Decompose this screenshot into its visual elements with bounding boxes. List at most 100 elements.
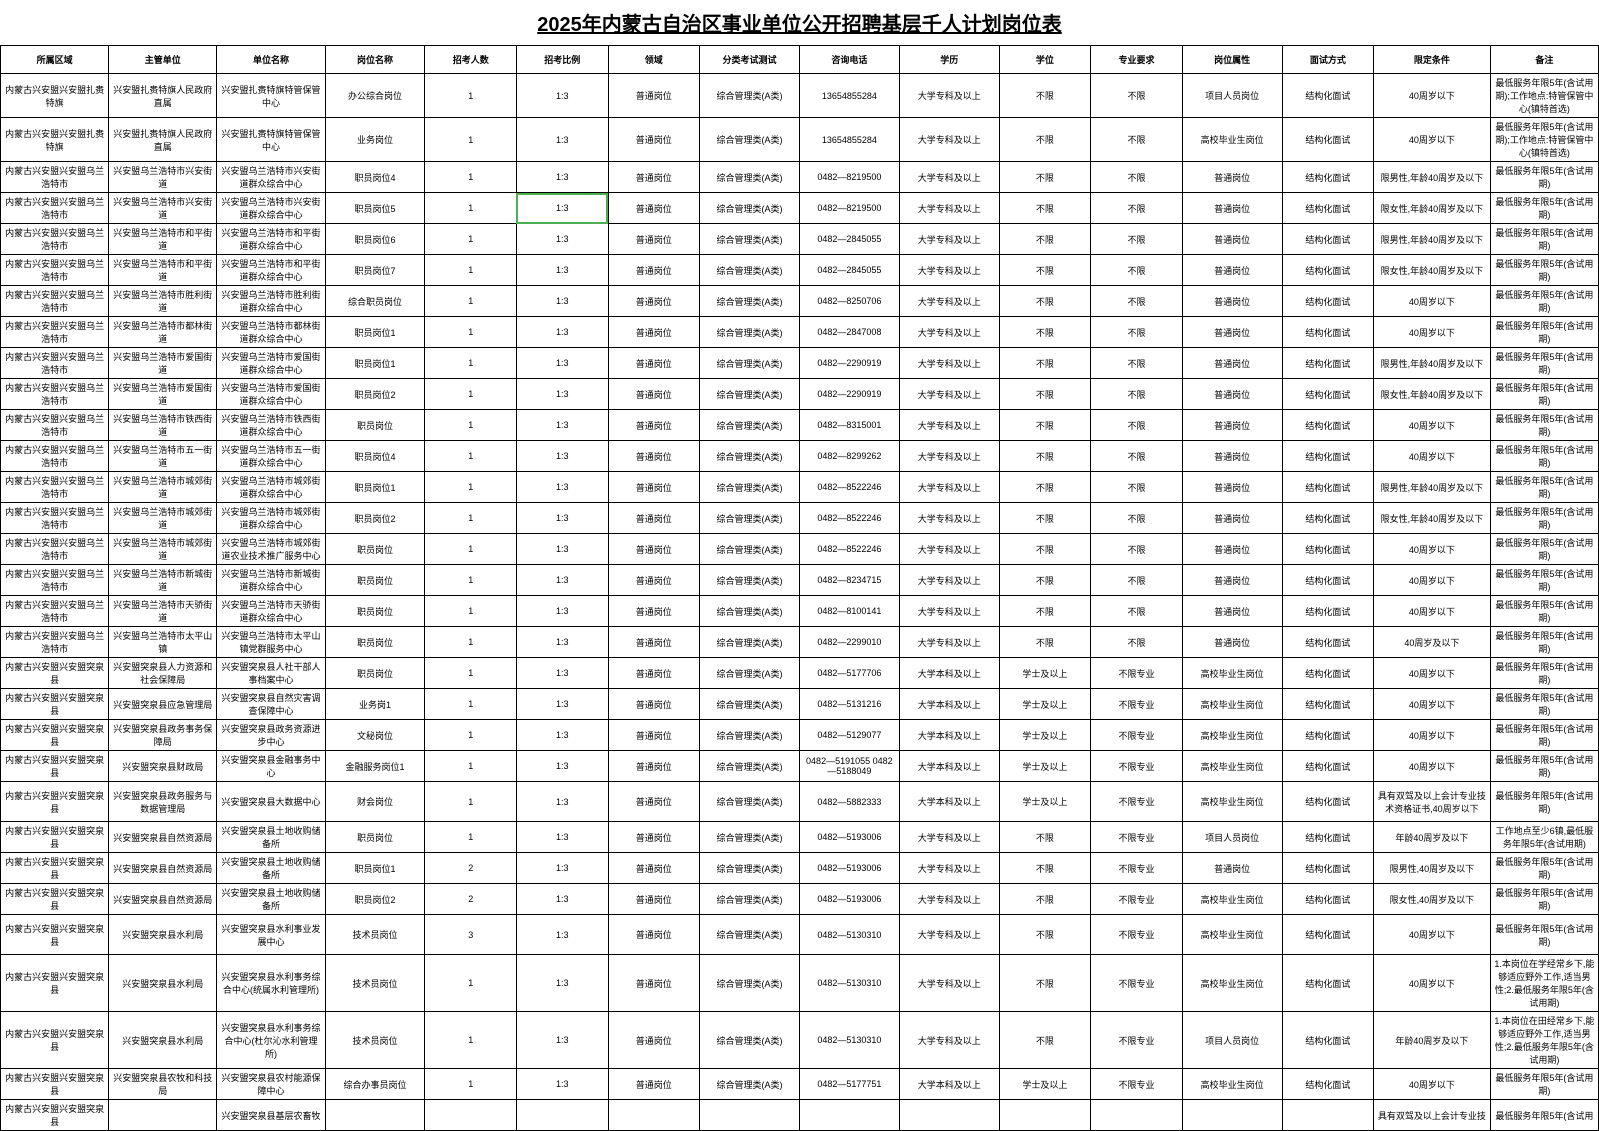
table-cell: 兴安盟突泉县水利事务综合中心(杜尔沁水利管理所) xyxy=(217,1012,325,1069)
table-cell: 内蒙古兴安盟兴安盟乌兰浩特市 xyxy=(1,162,109,193)
table-cell: 年龄40周岁及以下 xyxy=(1374,822,1491,853)
table-cell: 内蒙古兴安盟兴安盟扎赉特旗 xyxy=(1,118,109,162)
table-cell: 1:3 xyxy=(516,884,608,915)
table-cell: 0482—8100141 xyxy=(799,596,899,627)
table-cell: 2 xyxy=(425,853,517,884)
table-cell: 0482—2290919 xyxy=(799,379,899,410)
table-cell: 高校毕业生岗位 xyxy=(1182,884,1282,915)
table-cell: 内蒙古兴安盟兴安盟乌兰浩特市 xyxy=(1,565,109,596)
table-cell: 兴安盟乌兰浩特市城郊街道农业技术推广服务中心 xyxy=(217,534,325,565)
table-cell: 0482—5130310 xyxy=(799,915,899,955)
table-cell: 40周岁以下 xyxy=(1374,596,1491,627)
table-cell: 职员岗位1 xyxy=(325,317,425,348)
table-cell: 普通岗位 xyxy=(608,348,700,379)
table-cell: 兴安盟乌兰浩特市城郊街道 xyxy=(109,472,217,503)
table-row: 内蒙古兴安盟兴安盟乌兰浩特市兴安盟乌兰浩特市兴安街道兴安盟乌兰浩特市兴安街道群众… xyxy=(1,162,1599,193)
table-cell: 综合管理类(A类) xyxy=(700,286,800,317)
table-cell: 普通岗位 xyxy=(608,1012,700,1069)
table-cell: 1:3 xyxy=(516,720,608,751)
table-cell: 大学专科及以上 xyxy=(899,955,999,1012)
table-cell: 不限 xyxy=(999,193,1091,224)
table-cell: 兴安盟突泉县大数据中心 xyxy=(217,782,325,822)
table-cell: 综合管理类(A类) xyxy=(700,853,800,884)
table-cell: 1 xyxy=(425,74,517,118)
table-header-cell: 专业要求 xyxy=(1091,46,1183,74)
table-cell: 结构化面试 xyxy=(1282,853,1374,884)
table-cell: 综合管理类(A类) xyxy=(700,720,800,751)
table-row: 内蒙古兴安盟兴安盟乌兰浩特市兴安盟乌兰浩特市兴安街道兴安盟乌兰浩特市兴安街道群众… xyxy=(1,193,1599,224)
table-cell: 最低服务年限5年(含试用期) xyxy=(1490,255,1598,286)
table-cell: 限男性,40周岁及以下 xyxy=(1374,853,1491,884)
table-cell xyxy=(109,1100,217,1131)
table-cell: 结构化面试 xyxy=(1282,441,1374,472)
table-cell: 内蒙古兴安盟兴安盟乌兰浩特市 xyxy=(1,627,109,658)
table-cell: 职员岗位 xyxy=(325,658,425,689)
table-cell: 普通岗位 xyxy=(1182,348,1282,379)
table-cell: 不限专业 xyxy=(1091,915,1183,955)
table-cell: 1:3 xyxy=(516,751,608,782)
table-cell: 普通岗位 xyxy=(608,193,700,224)
table-cell: 综合管理类(A类) xyxy=(700,689,800,720)
table-cell xyxy=(608,1100,700,1131)
table-cell: 不限 xyxy=(1091,118,1183,162)
table-cell: 不限专业 xyxy=(1091,955,1183,1012)
table-cell: 不限专业 xyxy=(1091,751,1183,782)
table-cell: 普通岗位 xyxy=(608,853,700,884)
table-cell: 兴安盟突泉县自然资源局 xyxy=(109,822,217,853)
table-cell: 兴安盟扎赉特旗人民政府直属 xyxy=(109,118,217,162)
table-cell: 1:3 xyxy=(516,627,608,658)
table-cell: 1:3 xyxy=(516,853,608,884)
table-cell: 兴安盟乌兰浩特市城郊街道 xyxy=(109,503,217,534)
table-row: 内蒙古兴安盟兴安盟乌兰浩特市兴安盟乌兰浩特市城郊街道兴安盟乌兰浩特市城郊街道群众… xyxy=(1,472,1599,503)
table-cell: 1 xyxy=(425,224,517,255)
table-cell: 40周岁以下 xyxy=(1374,534,1491,565)
table-cell: 兴安盟乌兰浩特市都林街道 xyxy=(109,317,217,348)
table-cell: 大学专科及以上 xyxy=(899,118,999,162)
table-cell: 内蒙古兴安盟兴安盟突泉县 xyxy=(1,853,109,884)
table-row: 内蒙古兴安盟兴安盟扎赉特旗兴安盟扎赉特旗人民政府直属兴安盟扎赉特旗特管保管中心业… xyxy=(1,118,1599,162)
table-cell: 综合管理类(A类) xyxy=(700,441,800,472)
table-cell: 普通岗位 xyxy=(608,534,700,565)
table-cell xyxy=(999,1100,1091,1131)
table-cell: 综合管理类(A类) xyxy=(700,782,800,822)
table-cell: 普通岗位 xyxy=(1182,627,1282,658)
table-cell: 不限 xyxy=(1091,472,1183,503)
table-cell: 限女性,年龄40周岁及以下 xyxy=(1374,193,1491,224)
table-row: 内蒙古兴安盟兴安盟突泉县兴安盟突泉县水利局兴安盟突泉县水利事务综合中心(统属水利… xyxy=(1,955,1599,1012)
table-cell: 1:3 xyxy=(516,472,608,503)
table-cell: 最低服务年限5年(含试用期) xyxy=(1490,596,1598,627)
table-cell: 不限 xyxy=(999,565,1091,596)
table-cell: 最低服务年限5年(含试用期) xyxy=(1490,853,1598,884)
table-row: 内蒙古兴安盟兴安盟突泉县兴安盟突泉县财政局兴安盟突泉县金融事务中心金融服务岗位1… xyxy=(1,751,1599,782)
table-cell: 兴安盟乌兰浩特市新城街道群众综合中心 xyxy=(217,565,325,596)
table-cell: 0482—8522246 xyxy=(799,503,899,534)
table-cell: 兴安盟乌兰浩特市兴安街道群众综合中心 xyxy=(217,162,325,193)
table-cell: 0482—5131216 xyxy=(799,689,899,720)
table-cell: 金融服务岗位1 xyxy=(325,751,425,782)
table-header-cell: 学位 xyxy=(999,46,1091,74)
table-cell: 大学专科及以上 xyxy=(899,74,999,118)
table-cell: 职员岗位2 xyxy=(325,379,425,410)
table-cell: 40周岁以下 xyxy=(1374,658,1491,689)
table-cell: 结构化面试 xyxy=(1282,74,1374,118)
table-cell: 1:3 xyxy=(516,915,608,955)
table-cell: 综合管理类(A类) xyxy=(700,915,800,955)
table-cell: 1 xyxy=(425,565,517,596)
table-cell: 不限 xyxy=(1091,379,1183,410)
table-cell: 限男性,年龄40周岁及以下 xyxy=(1374,162,1491,193)
table-cell: 1:3 xyxy=(516,162,608,193)
table-cell: 1 xyxy=(425,472,517,503)
table-cell: 1 xyxy=(425,441,517,472)
table-cell: 不限 xyxy=(999,286,1091,317)
table-cell: 兴安盟突泉县水利局 xyxy=(109,915,217,955)
table-cell: 1.本岗位在学经常乡下,能够适应野外工作,适当男性;2.最低服务年限5年(含试用… xyxy=(1490,955,1598,1012)
table-cell: 兴安盟突泉县应急管理局 xyxy=(109,689,217,720)
table-cell: 不限专业 xyxy=(1091,720,1183,751)
table-cell: 1:3 xyxy=(516,1012,608,1069)
table-cell: 普通岗位 xyxy=(608,955,700,1012)
table-cell: 大学专科及以上 xyxy=(899,915,999,955)
table-cell: 综合管理类(A类) xyxy=(700,472,800,503)
table-cell: 普通岗位 xyxy=(608,751,700,782)
table-cell: 不限 xyxy=(999,503,1091,534)
table-cell: 1:3 xyxy=(516,410,608,441)
